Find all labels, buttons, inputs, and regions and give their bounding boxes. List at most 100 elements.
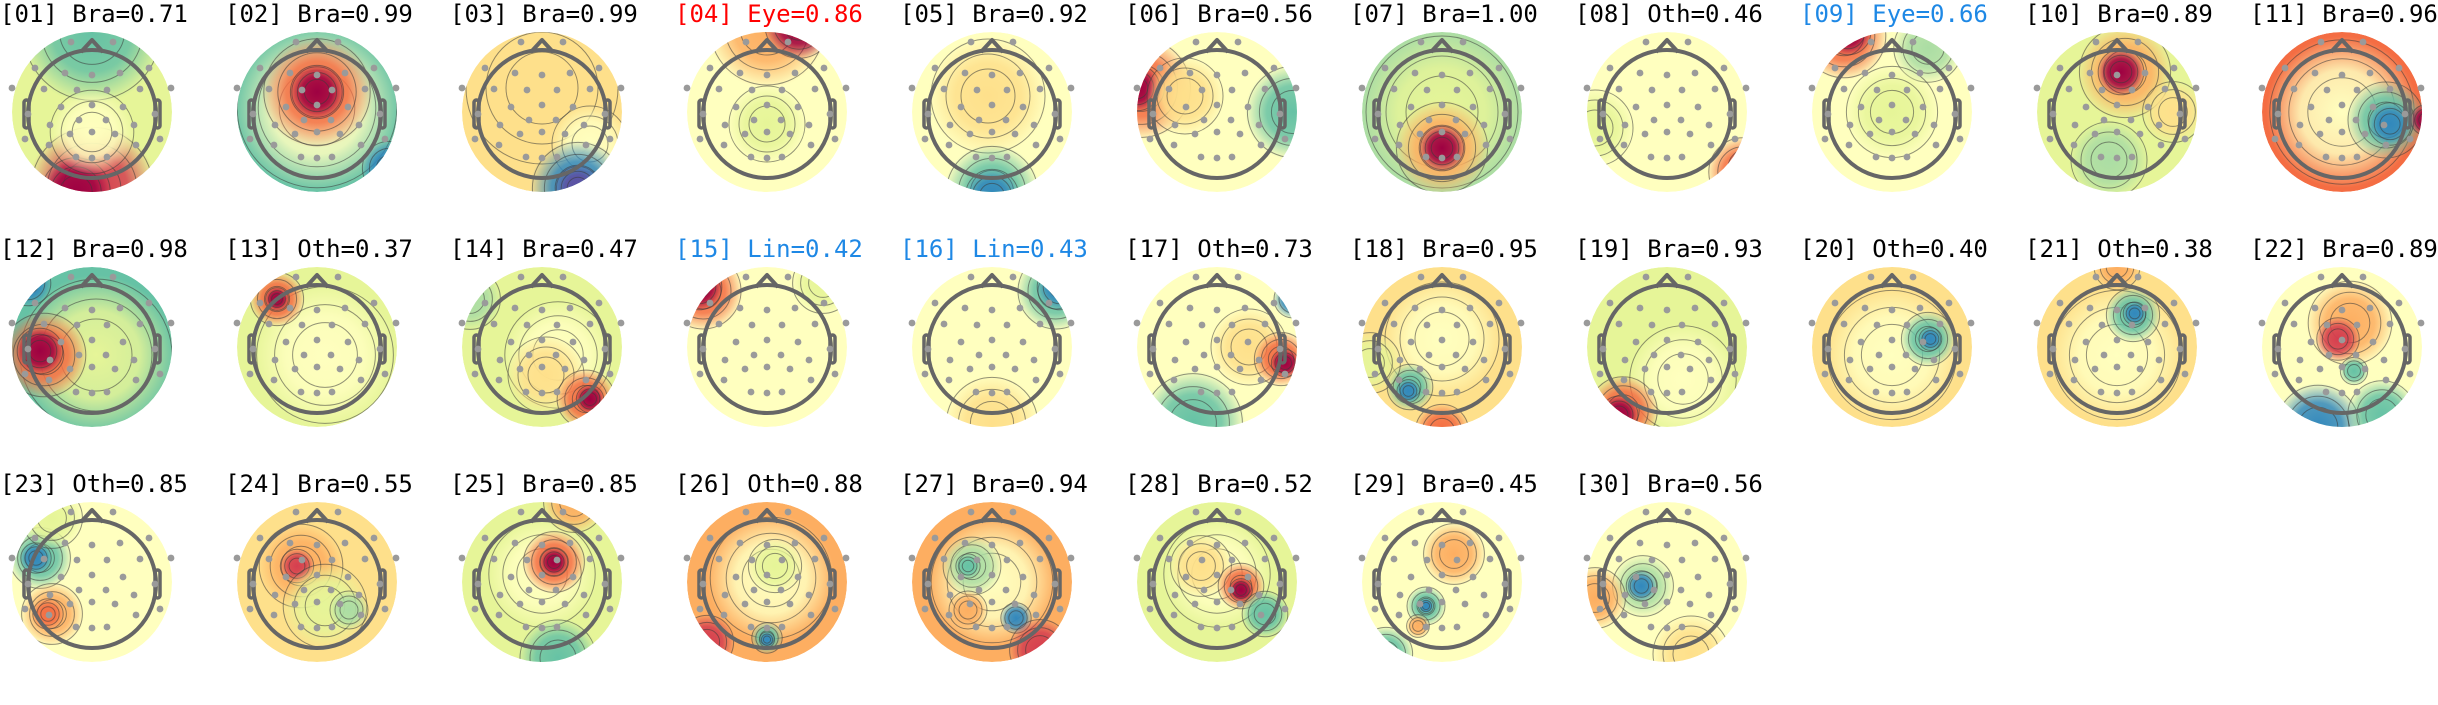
electrode-markers — [2033, 273, 2200, 397]
electrode-markers — [233, 508, 400, 632]
scalp-map — [2033, 32, 2200, 192]
topomap-title: [18] Bra=0.95 — [1350, 235, 1538, 263]
electrode-markers — [683, 38, 850, 162]
topomap-title: [23] Oth=0.85 — [0, 470, 188, 498]
electrode-markers — [458, 508, 625, 632]
topomap-19: [19] Bra=0.93 — [1575, 235, 1800, 470]
electrode-markers — [2033, 38, 2200, 162]
topomap-title: [12] Bra=0.98 — [0, 235, 188, 263]
topomap-18: [18] Bra=0.95 — [1350, 235, 1575, 470]
topomap-title: [04] Eye=0.86 — [675, 0, 863, 28]
topomap-16: [16] Lin=0.43 — [900, 235, 1125, 470]
electrode-markers — [1358, 273, 1525, 397]
topomap-06: [06] Bra=0.56 — [1125, 0, 1350, 235]
activation-field — [1137, 502, 1297, 662]
electrode-markers — [1133, 38, 1300, 162]
topomap-13: [13] Oth=0.37 — [225, 235, 450, 470]
scalp-map — [1583, 32, 1750, 192]
topomap-title: [26] Oth=0.88 — [675, 470, 863, 498]
scalp-map — [1583, 502, 1750, 662]
electrode-markers — [1583, 508, 1750, 632]
electrode-markers — [683, 273, 850, 397]
activation-field — [237, 267, 397, 427]
scalp-map — [233, 32, 400, 192]
scalp-map — [8, 32, 175, 192]
electrode-markers — [908, 273, 1075, 397]
topomap-title: [27] Bra=0.94 — [900, 470, 1088, 498]
scalp-map — [1133, 502, 1300, 662]
activation-field — [1812, 32, 1972, 192]
activation-field — [1587, 502, 1747, 662]
scalp-map — [683, 267, 850, 427]
activation-field — [2262, 32, 2422, 192]
activation-field — [912, 267, 1072, 427]
electrode-markers — [1808, 38, 1975, 162]
scalp-map — [1808, 267, 1975, 427]
scalp-map — [1358, 267, 1525, 427]
activation-field — [237, 502, 397, 662]
topomap-title: [28] Bra=0.52 — [1125, 470, 1313, 498]
electrode-markers — [2258, 38, 2425, 162]
electrode-markers — [1133, 508, 1300, 632]
topomap-28: [28] Bra=0.52 — [1125, 470, 1350, 705]
electrode-markers — [458, 273, 625, 397]
scalp-map — [908, 267, 1075, 427]
scalp-map — [233, 502, 400, 662]
electrode-markers — [233, 38, 400, 162]
topomap-23: [23] Oth=0.85 — [0, 470, 225, 705]
topomap-14: [14] Bra=0.47 — [450, 235, 675, 470]
topomap-02: [02] Bra=0.99 — [225, 0, 450, 235]
electrode-markers — [1583, 38, 1750, 162]
topomap-title: [11] Bra=0.96 — [2250, 0, 2438, 28]
electrode-markers — [1133, 273, 1300, 397]
topomap-26: [26] Oth=0.88 — [675, 470, 900, 705]
topomap-title: [24] Bra=0.55 — [225, 470, 413, 498]
scalp-map — [458, 32, 625, 192]
scalp-map — [683, 502, 850, 662]
activation-field — [912, 32, 1072, 192]
activation-field — [12, 32, 172, 192]
topomap-title: [14] Bra=0.47 — [450, 235, 638, 263]
activation-field — [1362, 32, 1522, 192]
electrode-markers — [2258, 273, 2425, 397]
topomap-title: [10] Bra=0.89 — [2025, 0, 2213, 28]
scalp-map — [458, 502, 625, 662]
topomap-title: [08] Oth=0.46 — [1575, 0, 1763, 28]
scalp-map — [1358, 502, 1525, 662]
scalp-map — [233, 267, 400, 427]
electrode-markers — [1358, 38, 1525, 162]
electrode-markers — [1358, 508, 1525, 632]
electrode-markers — [8, 38, 175, 162]
activation-field — [462, 267, 622, 427]
activation-field — [2262, 267, 2422, 427]
electrode-markers — [1808, 273, 1975, 397]
topomap-29: [29] Bra=0.45 — [1350, 470, 1575, 705]
activation-field — [1587, 32, 1747, 192]
electrode-markers — [683, 508, 850, 632]
topomap-title: [06] Bra=0.56 — [1125, 0, 1313, 28]
topomap-10: [10] Bra=0.89 — [2025, 0, 2250, 235]
topomap-22: [22] Bra=0.89 — [2250, 235, 2438, 470]
topomap-title: [19] Bra=0.93 — [1575, 235, 1763, 263]
topomap-title: [03] Bra=0.99 — [450, 0, 638, 28]
topomap-title: [09] Eye=0.66 — [1800, 0, 1988, 28]
electrode-markers — [458, 38, 625, 162]
scalp-map — [908, 32, 1075, 192]
electrode-markers — [908, 508, 1075, 632]
activation-field — [462, 502, 622, 662]
topomap-03: [03] Bra=0.99 — [450, 0, 675, 235]
topomap-title: [16] Lin=0.43 — [900, 235, 1088, 263]
topomap-title: [02] Bra=0.99 — [225, 0, 413, 28]
electrode-markers — [1583, 273, 1750, 397]
topomap-title: [29] Bra=0.45 — [1350, 470, 1538, 498]
topomap-title: [01] Bra=0.71 — [0, 0, 188, 28]
topomap-04: [04] Eye=0.86 — [675, 0, 900, 235]
topomap-title: [21] Oth=0.38 — [2025, 235, 2213, 263]
scalp-map — [1133, 267, 1300, 427]
topomap-24: [24] Bra=0.55 — [225, 470, 450, 705]
topomap-title: [05] Bra=0.92 — [900, 0, 1088, 28]
topomap-title: [20] Oth=0.40 — [1800, 235, 1988, 263]
topomap-07: [07] Bra=1.00 — [1350, 0, 1575, 235]
topomap-11: [11] Bra=0.96 — [2250, 0, 2438, 235]
activation-field — [1587, 267, 1747, 427]
